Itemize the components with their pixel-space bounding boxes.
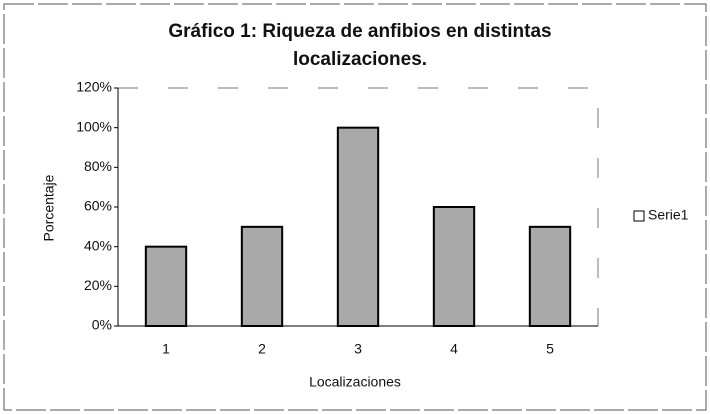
frame (3, 3, 707, 411)
x-axis-label: Localizaciones (309, 374, 401, 390)
legend-label: Serie1 (648, 207, 689, 223)
bar (432, 206, 476, 327)
y-tick-label: 120% (76, 79, 112, 95)
y-tick-label: 20% (84, 277, 112, 293)
chart-title: Gráfico 1: Riqueza de anfibios en distin… (168, 21, 552, 70)
x-tick-label: 4 (450, 341, 458, 357)
y-axis-label: Porcentaje (41, 174, 57, 241)
y-tick-label: 80% (84, 158, 112, 174)
y-tick-label: 40% (84, 237, 112, 253)
y-tick-label: 100% (76, 118, 112, 134)
x-tick-label: 2 (258, 341, 266, 357)
bar (240, 225, 284, 327)
bar (144, 245, 188, 328)
y-tick-label: 0% (92, 317, 112, 333)
bar (528, 225, 572, 327)
y-tick-label: 60% (84, 198, 112, 214)
legend-swatch (633, 210, 645, 222)
x-tick-label: 5 (546, 341, 554, 357)
bar (336, 126, 380, 327)
x-tick-label: 3 (354, 341, 362, 357)
x-tick-label: 1 (162, 341, 170, 357)
